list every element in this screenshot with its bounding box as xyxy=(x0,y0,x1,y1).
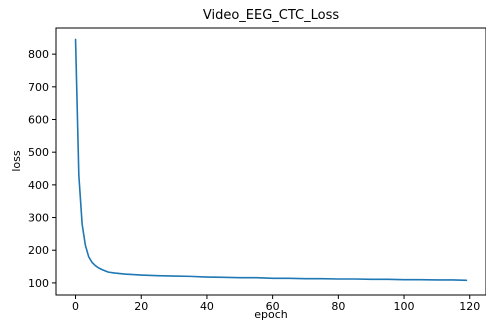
plot-area xyxy=(74,38,468,282)
x-tick-label: 120 xyxy=(459,300,480,313)
y-tick-label: 200 xyxy=(28,244,49,257)
y-tick-label: 600 xyxy=(28,114,49,127)
y-tick-label: 100 xyxy=(28,277,49,290)
x-tick-label: 20 xyxy=(134,300,148,313)
series-line-0 xyxy=(74,38,468,282)
y-tick-label: 800 xyxy=(28,48,49,61)
y-axis-label: loss xyxy=(10,150,23,172)
y-tick-label: 500 xyxy=(28,146,49,159)
chart-title: Video_EEG_CTC_Loss xyxy=(203,8,339,23)
y-tick-label: 300 xyxy=(28,212,49,225)
x-tick-label: 60 xyxy=(266,300,280,313)
x-axis-label: epoch xyxy=(254,308,288,321)
x-axis: 0 20 40 60 80 100 120 xyxy=(72,295,480,313)
x-tick-label: 0 xyxy=(72,300,79,313)
x-tick-label: 40 xyxy=(200,300,214,313)
y-tick-label: 400 xyxy=(28,179,49,192)
x-tick-label: 80 xyxy=(331,300,345,313)
axes-frame xyxy=(55,27,486,296)
y-axis: 100 200 300 400 500 600 700 800 xyxy=(28,48,56,290)
y-tick-label: 700 xyxy=(28,81,49,94)
x-tick-label: 100 xyxy=(394,300,415,313)
